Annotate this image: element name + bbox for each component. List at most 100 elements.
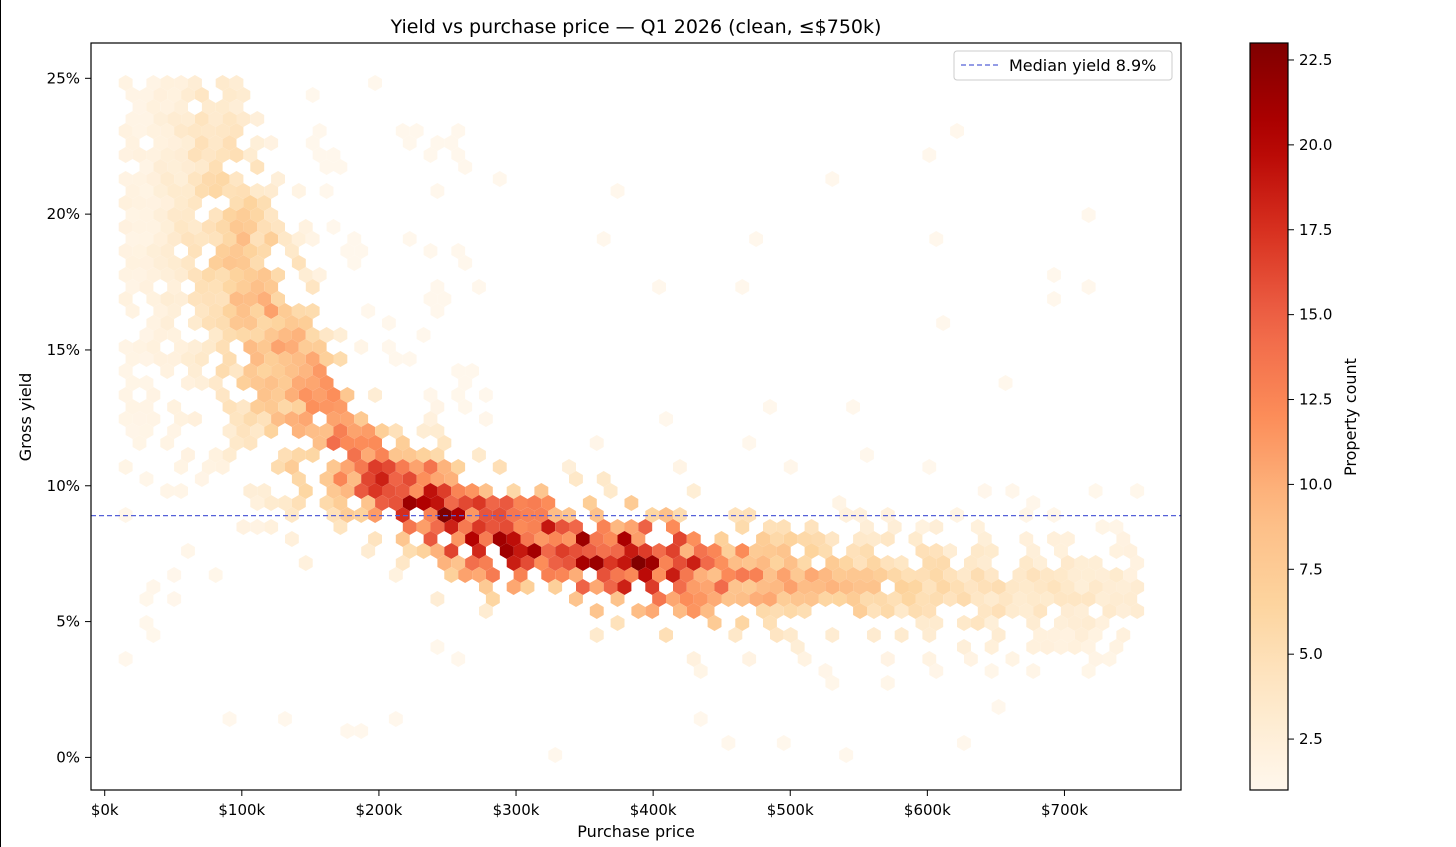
hex-bin <box>167 135 182 151</box>
hex-bin <box>243 219 258 235</box>
hex-bin <box>742 555 757 571</box>
hex-bin <box>250 111 265 127</box>
hex-bin <box>382 483 396 499</box>
hex-bin <box>977 579 992 595</box>
hex-bin <box>700 579 715 595</box>
hex-bin <box>388 711 403 727</box>
hex-bin <box>257 363 272 379</box>
hex-bin <box>264 327 279 343</box>
hex-bin <box>298 315 313 331</box>
hex-bin <box>201 315 216 331</box>
hex-bin <box>305 231 320 247</box>
legend: Median yield 8.9% <box>953 50 1173 81</box>
hex-bin <box>770 555 784 571</box>
hex-bin <box>451 147 466 163</box>
hex-bin <box>451 483 466 499</box>
hex-bin <box>146 339 161 355</box>
hex-bin <box>569 567 583 583</box>
hex-bin <box>125 351 140 367</box>
hex-bin <box>1019 579 1034 595</box>
hex-bin <box>388 423 403 439</box>
hex-bin <box>229 267 244 283</box>
hex-bin <box>950 123 964 139</box>
hex-bin <box>271 411 285 427</box>
hex-bin <box>915 519 930 535</box>
hex-bin <box>388 567 403 583</box>
hex-bin <box>756 555 770 571</box>
hex-bin <box>222 447 237 463</box>
hex-bin <box>264 303 279 319</box>
hex-bin <box>797 603 812 619</box>
hex-bin <box>368 483 382 499</box>
x-tick-label: $0k <box>91 801 119 819</box>
hex-bin <box>257 483 272 499</box>
hex-bin <box>215 123 230 139</box>
hex-bin <box>194 375 209 391</box>
hex-bin <box>770 603 784 619</box>
hex-bin <box>229 75 244 91</box>
hex-bin <box>153 87 168 103</box>
hex-bin <box>1074 603 1089 619</box>
hex-bin <box>728 555 743 571</box>
hex-bin <box>215 339 230 355</box>
hex-bin <box>569 591 583 607</box>
hex-bin <box>340 435 355 451</box>
hex-bin <box>326 387 341 403</box>
hex-bin <box>167 303 182 319</box>
hex-bin <box>139 207 154 223</box>
hex-bin <box>929 663 944 679</box>
y-tick-label: 20% <box>47 205 80 223</box>
hex-bin <box>340 483 355 499</box>
hex-bin <box>160 291 175 307</box>
hex-bin <box>666 591 680 607</box>
hex-bin <box>312 387 327 403</box>
hex-bin <box>610 591 625 607</box>
hex-bin <box>506 507 521 523</box>
hex-bin <box>215 315 230 331</box>
hex-bin <box>1130 603 1145 619</box>
hex-bin <box>943 591 957 607</box>
hex-bin <box>943 543 957 559</box>
hex-bin <box>756 603 770 619</box>
hex-bin <box>326 483 341 499</box>
hex-bin <box>693 543 708 559</box>
hex-bin <box>208 327 223 343</box>
hex-bin <box>264 351 279 367</box>
colorbar-tick-label: 15.0 <box>1299 306 1332 324</box>
hex-bin <box>174 75 188 91</box>
hex-bin <box>721 591 736 607</box>
hex-bin <box>423 147 438 163</box>
hex-bin <box>188 315 202 331</box>
hex-bin <box>804 519 819 535</box>
hex-bin <box>153 255 168 271</box>
hex-bin <box>499 543 514 559</box>
hex-bin <box>194 159 209 175</box>
hex-bin <box>693 663 708 679</box>
hex-bin <box>229 291 244 307</box>
hex-bin <box>673 603 687 619</box>
hex-bin <box>721 735 736 751</box>
hex-bin <box>735 543 750 559</box>
hex-bin <box>278 447 292 463</box>
hex-bin <box>388 471 403 487</box>
hex-bin <box>513 567 528 583</box>
hex-bin <box>118 147 133 163</box>
hex-bin <box>749 543 763 559</box>
hex-bin <box>776 567 791 583</box>
hex-bin <box>243 435 258 451</box>
hex-bin <box>707 567 722 583</box>
hex-bin <box>714 531 729 547</box>
hex-bin <box>167 255 182 271</box>
hex-bin <box>624 543 639 559</box>
hex-bin <box>208 447 223 463</box>
hex-bin <box>596 567 611 583</box>
hex-bin <box>624 495 639 511</box>
hex-bin <box>555 567 569 583</box>
hex-bin <box>1040 591 1054 607</box>
hex-bin <box>229 315 244 331</box>
hex-bin <box>451 243 466 259</box>
hex-bin <box>610 615 625 631</box>
hex-bin <box>894 627 909 643</box>
hex-bin <box>146 171 161 187</box>
hex-bin <box>763 399 777 415</box>
